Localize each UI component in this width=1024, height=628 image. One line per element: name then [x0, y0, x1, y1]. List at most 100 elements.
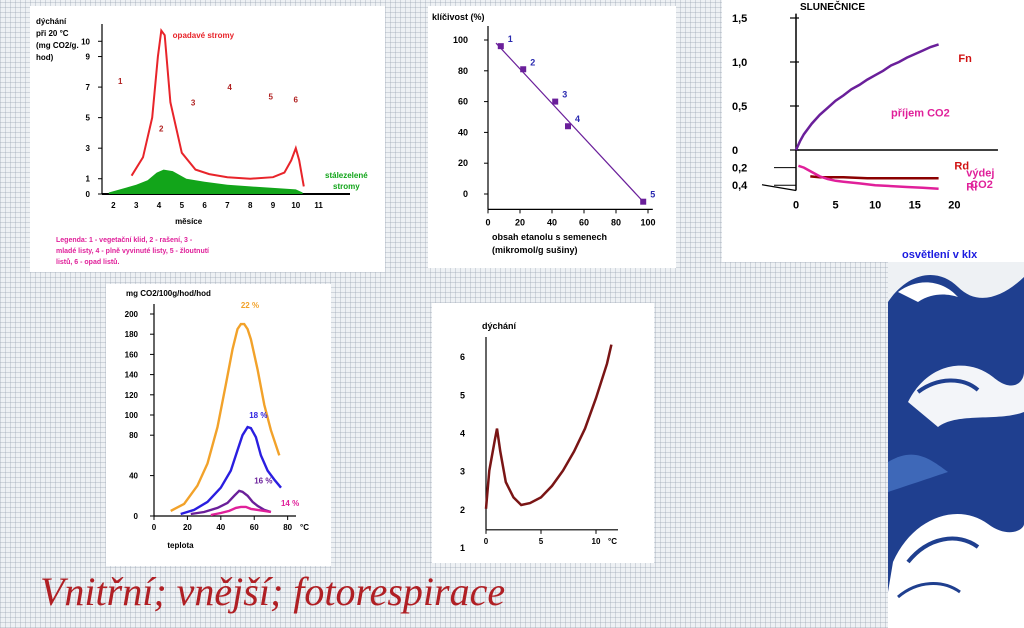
seasonal-respiration-chart: 0 1 3 5 7 9 10 2 3 4 5 6 7 8 9 10 11 dýchání při 20 °C (mg …: [36, 17, 368, 266]
x-tick-label: 7: [225, 201, 230, 210]
x-tick-label: 8: [248, 201, 253, 210]
x-axis-label-line: obsah etanolu s semenech: [492, 232, 607, 242]
x-tick-label: 0: [152, 523, 157, 532]
chart-title: SLUNEČNICE: [800, 0, 865, 13]
series-label-rl: Rl: [966, 181, 977, 193]
x-tick-label: 10: [592, 537, 601, 546]
y-tick-label: 3: [460, 467, 465, 477]
x-axis-label: měsíce: [175, 217, 203, 226]
data-point: [640, 198, 647, 205]
y-tick-label: 0: [732, 145, 738, 157]
x-tick-label: 80: [611, 217, 621, 227]
chart-panel-germination: 0 20 40 60 80 100 0 20 40 60 80 100 klíčivost (%) obs…: [428, 6, 676, 268]
y-tick-label: 120: [125, 391, 139, 400]
annotation-release-2: CO2: [970, 179, 993, 191]
series-label-moisture: 22 %: [241, 301, 259, 310]
slide-title: Vnitřní; vnější; fotorespirace: [40, 569, 506, 614]
annotation-uptake: příjem CO2: [891, 108, 950, 120]
fit-line: [495, 42, 644, 203]
data-point: [497, 43, 504, 50]
phase-label: 3: [191, 98, 196, 107]
x-unit: °C: [608, 537, 617, 546]
series-label-moisture: 14 %: [281, 499, 299, 508]
series-label-rd: Rd: [954, 160, 969, 172]
legend-line: mladé listy, 4 - plně vyvinuté listy, 5 …: [56, 248, 210, 255]
y-tick-label: 80: [129, 431, 138, 440]
y-tick-label: 140: [125, 371, 139, 380]
chart-panel-temperature-moisture: 0 40 80 100 120 140 160 180 200 0 20 40 60 80 °C mg CO2…: [106, 284, 331, 566]
y-tick-label: 0,5: [732, 101, 747, 113]
y-tick-label: 6: [460, 352, 465, 362]
chart-panel-sunflower: 1,5 1,0 0,5 0 0,2 0,4 0 5 10 15 20 SLUNEČNICE osvětl…: [722, 0, 1024, 262]
x-tick-label: 5: [539, 537, 544, 546]
y-tick-label: 10: [81, 37, 90, 46]
y-axis-label: mg CO2/100g/hod/hod: [126, 289, 211, 298]
annotation-release-1: výdej: [966, 167, 994, 179]
series-label-evergreen-1: stálezelené: [325, 171, 368, 180]
chart-title: dýchání: [482, 321, 517, 331]
y-tick-label: 1: [86, 175, 91, 184]
y-tick-label: 40: [129, 472, 138, 481]
y-tick-label: 9: [86, 53, 91, 62]
series-label-moisture: 16 %: [254, 477, 272, 486]
x-tick-label: 40: [216, 523, 225, 532]
respiration-temperature-chart: 1 2 3 4 5 6 0 5 10 °C dýchání: [460, 321, 618, 553]
x-tick-label: 100: [640, 217, 655, 227]
y-tick-label: 0,4: [732, 180, 748, 192]
data-point: [565, 123, 571, 130]
point-label: 4: [575, 114, 580, 124]
y-tick-label: 0,2: [732, 163, 747, 175]
chart-panel-respiration-temperature: 1 2 3 4 5 6 0 5 10 °C dýchání: [432, 303, 654, 563]
series-line-deciduous: [130, 28, 305, 187]
point-label: 2: [530, 57, 535, 67]
chart-panel-seasonal-respiration: 0 1 3 5 7 9 10 2 3 4 5 6 7 8 9 10 11 dýchání při 20 °C (mg …: [30, 6, 385, 272]
series-label-moisture: 18 %: [249, 411, 267, 420]
x-axis-label-line: (mikromol/g sušiny): [492, 245, 578, 255]
y-tick-label: 100: [453, 35, 468, 45]
x-unit: °C: [300, 523, 309, 532]
series-label-fn: Fn: [958, 53, 972, 65]
y-tick-label: 100: [125, 411, 139, 420]
sunflower-chart: 1,5 1,0 0,5 0 0,2 0,4 0 5 10 15 20 SLUNEČNICE osvětl…: [732, 0, 998, 261]
y-tick-label: 60: [458, 97, 468, 107]
x-tick-label: 20: [183, 523, 192, 532]
x-tick-label: 40: [547, 217, 557, 227]
y-tick-label: 0: [86, 190, 91, 199]
series-area-evergreen: [108, 169, 303, 194]
x-tick-label: 10: [869, 199, 881, 211]
point-label: 1: [508, 34, 513, 44]
series-line-moisture: [170, 322, 281, 512]
series-line-moisture: [210, 505, 272, 517]
y-axis-label-line: při 20 °C: [36, 29, 69, 38]
series-line-rd: [810, 175, 939, 180]
y-tick-label: 80: [458, 66, 468, 76]
x-tick-label: 5: [833, 199, 839, 211]
y-tick-label: 20: [458, 158, 468, 168]
y-axis-label: klíčivost (%): [432, 12, 485, 22]
series-line-respiration: [484, 344, 613, 509]
x-tick-label: 0: [793, 199, 799, 211]
x-axis-label: osvětlení v klx: [902, 249, 978, 261]
y-tick-label: 200: [125, 310, 139, 319]
lower-axis-stub: [761, 184, 797, 192]
series-line-rl: [798, 164, 939, 190]
y-tick-label: 2: [460, 505, 465, 515]
y-tick-label: 5: [86, 114, 91, 123]
y-tick-label: 5: [460, 390, 465, 400]
data-point: [520, 66, 527, 73]
x-tick-label: 60: [579, 217, 589, 227]
y-tick-label: 180: [125, 330, 139, 339]
series-line-fn: [794, 43, 939, 151]
y-tick-label: 0: [463, 189, 468, 199]
germination-chart: 0 20 40 60 80 100 0 20 40 60 80 100 klíčivost (%) obs…: [432, 12, 656, 255]
x-tick-label: 0: [484, 537, 489, 546]
x-tick-label: 6: [202, 201, 207, 210]
phase-label: 2: [159, 124, 164, 133]
x-tick-label: 80: [283, 523, 292, 532]
legend-line: listů, 6 - opad listů.: [56, 258, 119, 266]
x-tick-label: 20: [948, 199, 960, 211]
series-label-evergreen-2: stromy: [333, 182, 360, 191]
x-tick-label: 4: [157, 201, 162, 210]
x-tick-label: 60: [250, 523, 259, 532]
y-tick-label: 4: [460, 428, 465, 438]
